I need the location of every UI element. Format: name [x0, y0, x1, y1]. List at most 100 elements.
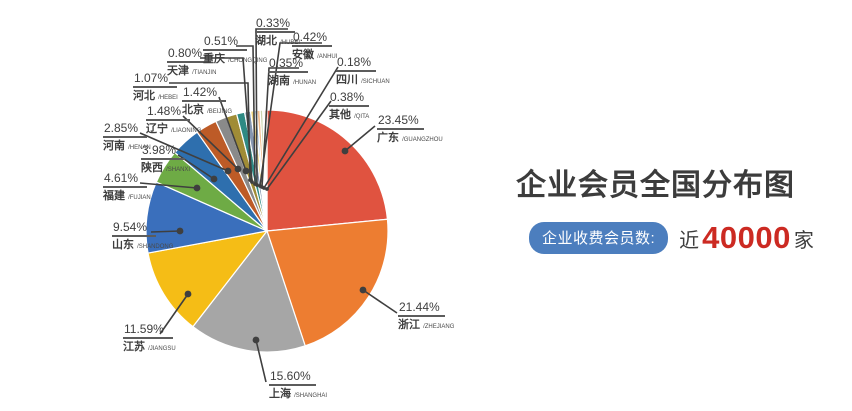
slice-dot-henan: [224, 167, 232, 175]
region-name-pinyin: /HUNAN: [293, 80, 317, 86]
leader-line-zhejiang: [362, 289, 398, 314]
pie-slice-guangzhou: [266, 109, 389, 232]
region-label: 湖北 /HUBEI: [255, 36, 300, 47]
callout-liaoning: 1.48% 辽宁 /LIAONING: [146, 103, 201, 135]
callout-jiangsu: 11.59% 江苏 /JIANGSU: [123, 321, 176, 353]
region-name-pinyin: /SHANDONG: [137, 244, 174, 250]
region-name-cn: 重庆: [203, 53, 229, 65]
callout-guangzhou: 23.45% 广东 /GUANGZHOU: [377, 112, 443, 144]
callout-qita: 0.38% 其他 /QITA: [329, 89, 369, 121]
region-label: 天津 /TIANJIN: [167, 66, 216, 77]
region-name-cn: 湖南: [268, 75, 294, 87]
region-label: 山东 /SHANDONG: [112, 240, 173, 251]
region-name-pinyin: /CHONGQING: [228, 58, 268, 64]
region-name-cn: 四川: [336, 74, 362, 86]
leader-line-shanghai: [255, 339, 267, 383]
region-label: 广东 /GUANGZHOU: [377, 133, 443, 144]
region-label: 江苏 /JIANGSU: [123, 342, 176, 353]
region-label: 湖南 /HUNAN: [268, 76, 316, 87]
leader-line-henan: [139, 132, 229, 172]
slice-dot-qita: [265, 187, 269, 191]
percent-label: 1.07%: [133, 72, 178, 88]
slice-dot-zhejiang: [359, 286, 367, 294]
region-name-pinyin: /SICHUAN: [361, 79, 390, 85]
slice-dot-liaoning: [234, 165, 242, 173]
region-name-cn: 广东: [377, 132, 403, 144]
region-label: 福建 /FUJIAN: [103, 191, 151, 202]
leader-line-hunan: [261, 67, 299, 188]
percent-label: 0.18%: [336, 56, 377, 72]
slice-dot-shanghai: [252, 336, 260, 344]
leader-line-jiangsu: [159, 293, 189, 335]
region-name-cn: 上海: [269, 388, 295, 400]
slice-dot-guangzhou: [341, 147, 349, 155]
region-name-cn: 安徽: [292, 49, 318, 61]
region-name-cn: 河北: [133, 90, 159, 102]
region-name-pinyin: /JIANGSU: [148, 346, 176, 352]
callout-fujian: 4.61% 福建 /FUJIAN: [103, 170, 151, 202]
percent-label: 23.45%: [377, 114, 424, 130]
region-name-cn: 北京: [182, 104, 208, 116]
region-name-pinyin: /LIAONING: [171, 128, 202, 134]
region-name-pinyin: /ZHEJIANG: [423, 324, 455, 330]
callout-beijing: 1.42% 北京 /BEIJING: [182, 84, 232, 116]
slice-dot-jiangsu: [184, 290, 192, 298]
region-name-pinyin: /HEBEI: [158, 95, 178, 101]
region-name-cn: 河南: [103, 140, 129, 152]
pie-slice-shanghai: [192, 229, 306, 353]
callout-shanxi: 3.98% 陕西 /SHANXI: [141, 142, 190, 174]
region-label: 浙江 /ZHEJIANG: [398, 320, 454, 331]
pie-slice-zhejiang: [266, 218, 389, 347]
callout-hunan: 0.35% 湖南 /HUNAN: [268, 55, 316, 87]
region-name-cn: 陕西: [141, 162, 167, 174]
percent-label: 2.85%: [103, 122, 148, 138]
callout-shandong: 9.54% 山东 /SHANDONG: [112, 219, 173, 251]
region-label: 四川 /SICHUAN: [336, 75, 390, 86]
slice-dot-shanxi: [210, 175, 218, 183]
region-name-cn: 浙江: [398, 319, 424, 331]
region-name-pinyin: /ANHUI: [317, 54, 338, 60]
slice-dot-sichuan: [262, 186, 266, 190]
callout-shanghai: 15.60% 上海 /SHANGHAI: [269, 368, 327, 400]
leader-line-liaoning: [182, 115, 239, 170]
leader-line-hubei: [255, 28, 288, 186]
region-label: 北京 /BEIJING: [182, 105, 232, 116]
percent-label: 0.51%: [203, 35, 248, 51]
chart-title: 企业会员全国分布图: [516, 169, 795, 202]
count-number: 40000: [702, 220, 791, 255]
callout-hebei: 1.07% 河北 /HEBEI: [133, 70, 178, 102]
percent-label: 0.38%: [329, 91, 370, 107]
percent-label: 1.42%: [182, 86, 227, 102]
pie-slice-jiangsu: [147, 230, 269, 328]
percent-label: 3.98%: [141, 144, 186, 160]
region-name-pinyin: /TIANJIN: [192, 70, 217, 76]
slice-dot-fujian: [193, 184, 201, 192]
region-name-cn: 辽宁: [146, 123, 172, 135]
slice-dot-beijing: [242, 167, 250, 175]
percent-label: 0.80%: [167, 47, 212, 63]
region-label: 重庆 /CHONGQING: [203, 54, 267, 65]
callout-anhui: 0.42% 安徽 /ANHUI: [292, 29, 337, 61]
region-name-pinyin: /SHANXI: [166, 167, 191, 173]
percent-label: 0.42%: [292, 31, 333, 47]
member-count-row: 企业收费会员数: 近 40000 家: [529, 220, 814, 256]
member-count-value: 近 40000 家: [679, 220, 814, 256]
region-name-cn: 福建: [103, 190, 129, 202]
callout-henan: 2.85% 河南 /HENAN: [103, 120, 151, 152]
member-count-badge: 企业收费会员数:: [529, 222, 669, 254]
percent-label: 11.59%: [123, 323, 173, 339]
region-name-pinyin: /HUBEI: [280, 40, 301, 46]
leader-line-sichuan: [263, 66, 339, 189]
percent-label: 9.54%: [112, 221, 157, 237]
region-name-pinyin: /BEIJING: [207, 109, 233, 115]
percent-label: 1.48%: [146, 105, 191, 121]
percent-label: 4.61%: [103, 172, 148, 188]
region-name-pinyin: /QITA: [354, 114, 370, 120]
slice-dot-hubei: [255, 183, 259, 187]
callout-tianjin: 0.80% 天津 /TIANJIN: [167, 45, 216, 77]
region-name-pinyin: /SHANGHAI: [294, 393, 328, 399]
callout-chongqing: 0.51% 重庆 /CHONGQING: [203, 33, 267, 65]
region-name-cn: 山东: [112, 239, 138, 251]
